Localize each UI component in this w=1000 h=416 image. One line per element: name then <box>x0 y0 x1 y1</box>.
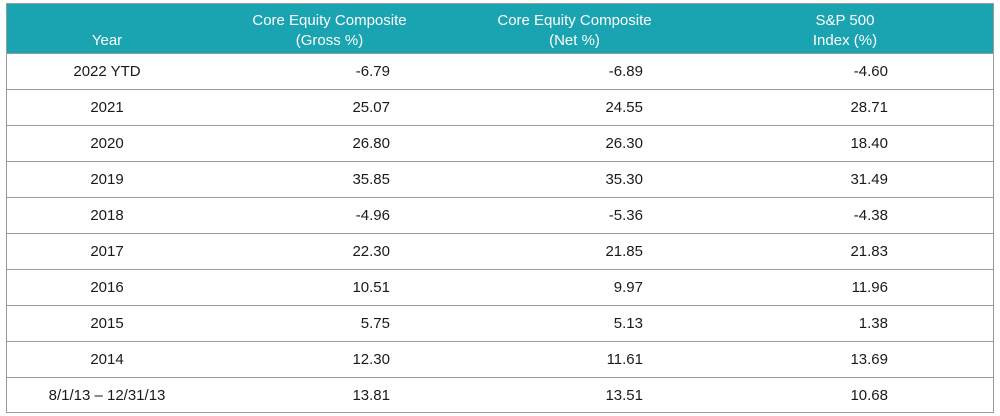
table-row: 2017 22.30 21.85 21.83 <box>7 233 993 269</box>
header-gross-line2: (Gross %) <box>295 31 364 49</box>
cell-sp500: -4.60 <box>853 62 888 80</box>
cell-sp500: 31.49 <box>850 170 888 188</box>
cell-gross: 12.30 <box>352 350 390 368</box>
performance-table: Year Core Equity Composite (Gross %) Cor… <box>7 4 993 413</box>
cell-year: 2021 <box>90 98 124 116</box>
table-row: 2021 25.07 24.55 28.71 <box>7 89 993 125</box>
header-net: Core Equity Composite (Net %) <box>452 4 697 53</box>
cell-sp500: 11.96 <box>851 278 888 296</box>
cell-net: 11.61 <box>606 350 643 368</box>
cell-net: 13.51 <box>605 386 643 404</box>
cell-year: 2015 <box>90 314 124 332</box>
header-net-line1: Core Equity Composite <box>497 11 652 29</box>
table-row: 2018 -4.96 -5.36 -4.38 <box>7 197 993 233</box>
table-row: 2019 35.85 35.30 31.49 <box>7 161 993 197</box>
header-gross-line1: Core Equity Composite <box>252 11 407 29</box>
cell-net: 26.30 <box>605 134 643 152</box>
cell-net: -6.89 <box>608 62 643 80</box>
cell-sp500: 18.40 <box>850 134 888 152</box>
cell-year: 2020 <box>90 134 124 152</box>
cell-gross: 10.51 <box>352 278 390 296</box>
cell-net: 5.13 <box>613 314 643 332</box>
header-net-line2: (Net %) <box>549 31 600 49</box>
cell-net: 9.97 <box>613 278 643 296</box>
cell-gross: -4.96 <box>355 206 390 224</box>
cell-year: 2016 <box>90 278 124 296</box>
table-row: 2014 12.30 11.61 13.69 <box>7 341 993 377</box>
cell-gross: 25.07 <box>352 98 390 116</box>
cell-year: 8/1/13 – 12/31/13 <box>48 386 166 404</box>
header-sp500-line1: S&P 500 <box>815 11 875 29</box>
table-body: 2022 YTD -6.79 -6.89 -4.60 2021 25.07 24… <box>7 53 993 413</box>
header-gross: Core Equity Composite (Gross %) <box>207 4 452 53</box>
cell-sp500: 1.38 <box>858 314 888 332</box>
header-year: Year <box>7 4 207 53</box>
table-row: 2016 10.51 9.97 11.96 <box>7 269 993 305</box>
cell-year: 2018 <box>90 206 124 224</box>
header-sp500-line2: Index (%) <box>812 31 878 49</box>
cell-gross: 26.80 <box>352 134 390 152</box>
header-sp500: S&P 500 Index (%) <box>697 4 993 53</box>
cell-year: 2019 <box>90 170 124 188</box>
table-row: 2015 5.75 5.13 1.38 <box>7 305 993 341</box>
header-row: Year Core Equity Composite (Gross %) Cor… <box>7 4 993 53</box>
cell-sp500: 13.69 <box>850 350 888 368</box>
table-row: 2022 YTD -6.79 -6.89 -4.60 <box>7 53 993 89</box>
table-row: 8/1/13 – 12/31/13 13.81 13.51 10.68 <box>7 377 993 413</box>
cell-gross: 5.75 <box>360 314 390 332</box>
cell-net: 24.55 <box>605 98 643 116</box>
cell-gross: 13.81 <box>352 386 390 404</box>
cell-year: 2017 <box>90 242 124 260</box>
table-row: 2020 26.80 26.30 18.40 <box>7 125 993 161</box>
cell-gross: 35.85 <box>352 170 390 188</box>
cell-net: 35.30 <box>605 170 643 188</box>
cell-net: -5.36 <box>608 206 643 224</box>
cell-sp500: 28.71 <box>850 98 888 116</box>
cell-sp500: 10.68 <box>850 386 888 404</box>
cell-gross: 22.30 <box>352 242 390 260</box>
cell-year: 2014 <box>90 350 124 368</box>
cell-year: 2022 YTD <box>73 62 141 80</box>
header-year-label: Year <box>91 31 123 49</box>
table-header: Year Core Equity Composite (Gross %) Cor… <box>7 4 993 53</box>
cell-net: 21.85 <box>605 242 643 260</box>
cell-sp500: 21.83 <box>850 242 888 260</box>
cell-gross: -6.79 <box>355 62 390 80</box>
cell-sp500: -4.38 <box>853 206 888 224</box>
performance-table-container: Year Core Equity Composite (Gross %) Cor… <box>6 3 994 413</box>
